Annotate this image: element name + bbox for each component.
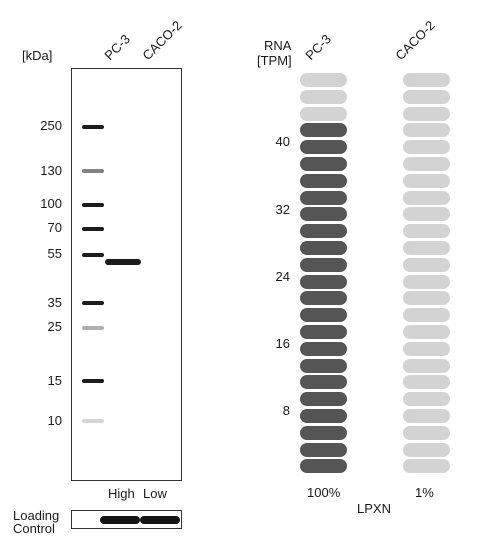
- rna-sample-label-caco2: CACO-2: [392, 17, 438, 64]
- loading-control-blot: [71, 510, 182, 529]
- ladder-band-25: [82, 326, 104, 330]
- loading-control-band-caco2: [140, 516, 180, 524]
- rna-title: RNA: [264, 38, 292, 53]
- kda-unit-label: [kDa]: [22, 48, 53, 63]
- rna-segment: [300, 157, 347, 171]
- gene-name: LPXN: [357, 501, 391, 516]
- ladder-band-55: [82, 253, 104, 257]
- rna-segment: [300, 442, 347, 457]
- rna-percent-caco2: 1%: [415, 485, 434, 500]
- expression-low-label: Low: [143, 486, 167, 501]
- rna-segment: [403, 325, 450, 339]
- rna-segment: [403, 358, 450, 373]
- rna-segment: [300, 291, 347, 306]
- rna-segment: [403, 274, 450, 289]
- rna-segment: [300, 341, 347, 356]
- rna-segment: [403, 207, 450, 222]
- rna-segment: [403, 409, 450, 423]
- rna-ytick-8: 8: [282, 403, 290, 418]
- rna-segment: [403, 308, 450, 323]
- ladder-band-250: [82, 125, 104, 129]
- rna-segment: [300, 123, 347, 138]
- rna-segment: [403, 73, 450, 87]
- rna-segment: [403, 224, 450, 239]
- rna-segment: [300, 409, 347, 423]
- loading-control-band-pc3: [100, 516, 140, 524]
- rna-segment: [300, 375, 347, 390]
- rna-segment: [403, 341, 450, 356]
- loading-control-label-line2: Control: [13, 521, 55, 536]
- rna-ytick-32: 32: [275, 202, 290, 217]
- rna-segment: [300, 392, 347, 407]
- marker-55: 55: [47, 246, 62, 261]
- rna-segment: [403, 241, 450, 255]
- rna-column-caco2: [403, 73, 450, 477]
- ladder-band-15: [82, 379, 104, 383]
- rna-sample-label-pc3: PC-3: [302, 31, 334, 63]
- expression-high-label: High: [108, 486, 135, 501]
- rna-segment: [403, 106, 450, 121]
- rna-segment: [300, 257, 347, 272]
- rna-segment: [300, 241, 347, 255]
- marker-250: 250: [40, 118, 62, 133]
- rna-segment: [403, 425, 450, 440]
- rna-segment: [300, 140, 347, 155]
- pc3-lpxn-band: [105, 259, 141, 265]
- rna-segment: [403, 157, 450, 171]
- rna-segment: [300, 106, 347, 121]
- marker-15: 15: [47, 373, 62, 388]
- rna-column-pc3: [300, 73, 347, 477]
- rna-segment: [300, 308, 347, 323]
- rna-unit: [TPM]: [257, 53, 292, 68]
- rna-segment: [403, 89, 450, 104]
- rna-segment: [300, 425, 347, 440]
- lane-label-caco2: CACO-2: [139, 17, 185, 64]
- rna-segment: [300, 459, 347, 474]
- rna-segment: [300, 190, 347, 205]
- rna-percent-pc3: 100%: [307, 485, 341, 500]
- rna-segment: [300, 89, 347, 104]
- marker-100: 100: [40, 196, 62, 211]
- rna-segment: [300, 325, 347, 339]
- rna-segment: [403, 375, 450, 390]
- marker-35: 35: [47, 295, 62, 310]
- ladder-band-100: [82, 203, 104, 207]
- ladder-band-130: [82, 169, 104, 173]
- rna-segment: [300, 274, 347, 289]
- loading-control-label-line1: Loading: [13, 508, 60, 523]
- marker-25: 25: [47, 319, 62, 334]
- marker-130: 130: [40, 163, 62, 178]
- ladder-band-35: [82, 301, 104, 305]
- rna-segment: [403, 190, 450, 205]
- marker-70: 70: [47, 220, 62, 235]
- rna-segment: [300, 224, 347, 239]
- marker-10: 10: [47, 413, 62, 428]
- rna-segment: [403, 257, 450, 272]
- rna-segment: [300, 207, 347, 222]
- rna-segment: [403, 392, 450, 407]
- rna-segment: [403, 123, 450, 138]
- rna-ytick-40: 40: [275, 134, 290, 149]
- ladder-band-70: [82, 227, 104, 231]
- rna-segment: [403, 140, 450, 155]
- rna-ytick-24: 24: [275, 269, 290, 284]
- rna-segment: [403, 291, 450, 306]
- ladder-band-10: [82, 419, 104, 423]
- rna-segment: [300, 358, 347, 373]
- rna-segment: [403, 442, 450, 457]
- rna-segment: [403, 173, 450, 188]
- western-blot-membrane: [71, 68, 182, 481]
- rna-ytick-16: 16: [275, 336, 290, 351]
- lane-label-pc3: PC-3: [101, 31, 133, 63]
- rna-segment: [300, 73, 347, 87]
- rna-segment: [300, 173, 347, 188]
- rna-segment: [403, 459, 450, 474]
